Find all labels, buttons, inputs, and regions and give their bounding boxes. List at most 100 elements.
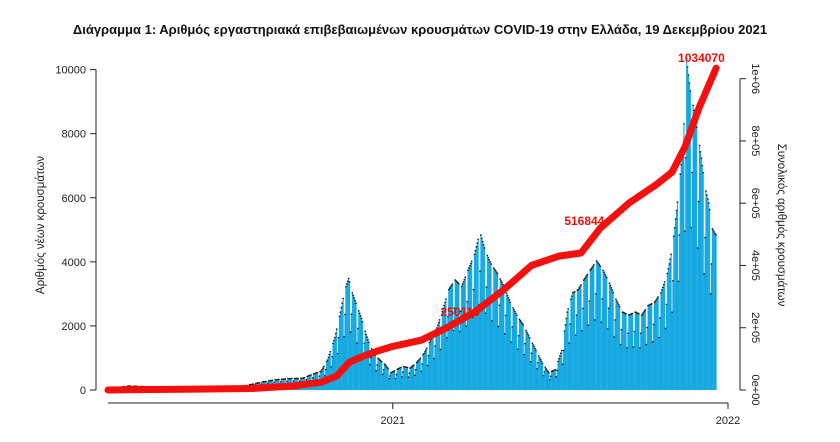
new-cases-bar <box>598 265 600 390</box>
new-cases-bar <box>443 306 445 390</box>
new-cases-point <box>487 256 490 259</box>
new-cases-point <box>425 347 428 350</box>
new-cases-bar <box>597 263 599 390</box>
new-cases-bar <box>495 273 498 390</box>
new-cases-bar <box>702 173 704 390</box>
new-cases-bar <box>413 365 415 390</box>
new-cases-point <box>427 354 430 357</box>
new-cases-point <box>638 313 640 315</box>
new-cases-bar <box>435 330 437 390</box>
new-cases-bar <box>433 359 435 390</box>
new-cases-point <box>678 234 681 237</box>
new-cases-bar <box>439 320 441 390</box>
new-cases-point <box>318 375 321 378</box>
new-cases-bar <box>404 367 406 390</box>
new-cases-point <box>356 327 359 330</box>
new-cases-bar <box>454 281 456 390</box>
new-cases-bar <box>462 282 465 390</box>
new-cases-bar <box>706 196 708 390</box>
new-cases-bar <box>685 158 687 390</box>
new-cases-bar <box>474 251 476 390</box>
new-cases-bar <box>650 305 652 390</box>
new-cases-bar <box>338 317 341 390</box>
new-cases-point <box>592 265 594 268</box>
new-cases-bar <box>368 343 370 390</box>
new-cases-bar <box>418 360 420 390</box>
new-cases-point <box>501 281 503 284</box>
new-cases-point <box>348 281 351 283</box>
new-cases-point <box>500 280 503 282</box>
new-cases-point <box>589 269 592 272</box>
new-cases-point <box>507 297 510 299</box>
new-cases-point <box>579 285 582 288</box>
new-cases-bar <box>625 314 627 390</box>
y-tick-label: 6000 <box>62 193 86 205</box>
new-cases-point <box>407 376 410 379</box>
new-cases-bar <box>432 336 434 390</box>
new-cases-point <box>386 366 389 369</box>
new-cases-point <box>413 374 416 377</box>
new-cases-point <box>366 336 368 338</box>
new-cases-bar <box>531 344 533 390</box>
new-cases-bar <box>503 287 505 390</box>
y-axis-title: Αριθμός νέων κρουσμάτων <box>35 156 47 294</box>
new-cases-bar <box>496 274 498 390</box>
new-cases-point <box>310 374 312 376</box>
new-cases-bar <box>345 287 347 390</box>
new-cases-bar <box>470 264 472 390</box>
new-cases-point <box>604 273 606 276</box>
new-cases-bar <box>457 283 459 390</box>
new-cases-point <box>323 374 326 377</box>
new-cases-point <box>385 365 388 368</box>
new-cases-point <box>443 304 446 307</box>
new-cases-bar <box>384 365 386 390</box>
new-cases-bar <box>489 262 491 390</box>
new-cases-point <box>380 360 383 363</box>
new-cases-bar <box>657 298 659 390</box>
new-cases-point <box>546 369 548 372</box>
new-cases-point <box>679 173 682 176</box>
new-cases-point <box>368 363 371 366</box>
new-cases-point <box>597 262 600 265</box>
new-cases-bar <box>644 310 646 390</box>
new-cases-point <box>474 249 477 252</box>
new-cases-point <box>538 356 541 359</box>
new-cases-point <box>426 364 429 367</box>
new-cases-bar <box>426 349 428 390</box>
new-cases-point <box>273 381 276 384</box>
new-cases-bar <box>468 269 470 390</box>
new-cases-bar <box>333 341 335 390</box>
new-cases-bar <box>686 60 688 390</box>
new-cases-point <box>640 314 643 317</box>
new-cases-bar <box>547 372 549 390</box>
new-cases-bar <box>607 329 609 390</box>
new-cases-point <box>363 342 366 345</box>
new-cases-point <box>337 336 340 339</box>
new-cases-bar <box>617 303 619 390</box>
new-cases-point <box>523 353 525 356</box>
new-cases-point <box>401 371 404 374</box>
new-cases-point <box>661 286 664 289</box>
new-cases-point <box>424 349 427 351</box>
new-cases-point <box>650 302 653 305</box>
new-cases-bar <box>698 146 701 390</box>
new-cases-point <box>508 299 511 302</box>
new-cases-bar <box>517 350 519 390</box>
new-cases-point <box>601 298 604 300</box>
new-cases-point <box>447 288 450 291</box>
new-cases-bar <box>520 323 522 390</box>
new-cases-point <box>596 261 599 264</box>
new-cases-bar <box>693 111 695 390</box>
new-cases-bar <box>471 262 473 390</box>
new-cases-bar <box>483 245 485 390</box>
new-cases-point <box>401 376 403 378</box>
new-cases-bar <box>674 228 676 390</box>
new-cases-bar <box>338 338 340 390</box>
new-cases-point <box>277 378 280 381</box>
new-cases-bar <box>386 368 388 390</box>
new-cases-bar <box>609 286 611 390</box>
new-cases-bar <box>463 280 465 390</box>
new-cases-bar <box>395 375 397 390</box>
new-cases-point <box>544 366 547 369</box>
new-cases-point <box>329 350 332 353</box>
